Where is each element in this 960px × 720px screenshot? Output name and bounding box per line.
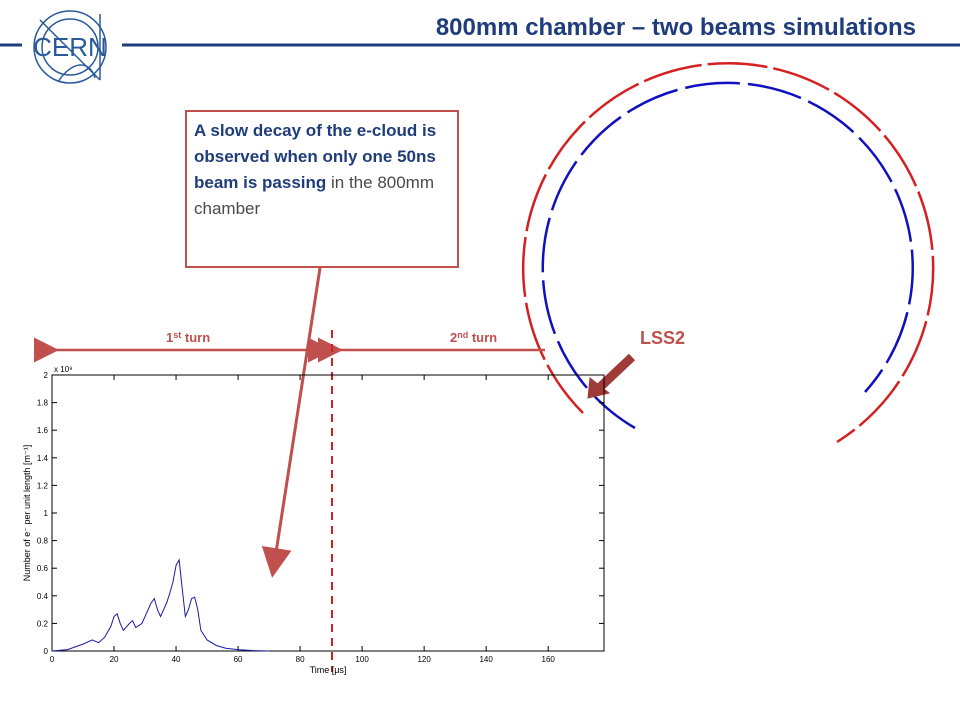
- plot: 00.20.40.60.811.21.41.61.820 20 40 60 80 100 1…: [22, 365, 605, 675]
- y-tick-label: 0.4: [37, 592, 49, 601]
- y-tick-label: 2: [44, 371, 49, 380]
- y-tick-label: 0.2: [37, 619, 49, 628]
- lss2-arrow: [594, 353, 636, 393]
- x-tick-label: 160: [542, 655, 556, 664]
- turn2-label: 2nd turn: [450, 330, 497, 345]
- turn1-label: 1st turn: [166, 330, 210, 345]
- x-tick-label: 80: [296, 655, 305, 664]
- turn-number: 1: [166, 330, 173, 345]
- ring-red: [522, 62, 935, 444]
- plot-frame: [51, 374, 605, 652]
- slide-title: 800mm chamber – two beams simulations: [436, 14, 916, 41]
- cern-logo: [33, 10, 107, 84]
- x-tick-label: 40: [172, 655, 181, 664]
- turn-sup: st: [173, 330, 181, 340]
- x-axis-label: Time [μs]: [310, 665, 347, 675]
- callout-normal: in the 800mm chamber: [194, 173, 435, 218]
- y-axis-label: Number of e⁻ per unit length [m⁻¹]: [22, 445, 32, 582]
- y-tick-label: 1: [44, 509, 49, 518]
- x-tick-label: 120: [417, 655, 431, 664]
- callout-arrow: [261, 267, 322, 578]
- y-tick-label: 0: [44, 647, 49, 656]
- ring-blue: [541, 81, 915, 430]
- turn-number: 2: [450, 330, 457, 345]
- y-scale-label: x 10⁹: [54, 365, 73, 374]
- ring-diagram: [522, 62, 935, 444]
- x-tick-label: 0: [50, 655, 55, 664]
- turn-sup: nd: [457, 330, 468, 340]
- logo-text: CERN: [33, 32, 107, 62]
- y-tick-label: 1.4: [37, 454, 49, 463]
- x-tick-label: 20: [110, 655, 119, 664]
- y-tick-label: 0.8: [37, 537, 49, 546]
- data-line: [51, 558, 270, 652]
- x-tick-label: 100: [355, 655, 369, 664]
- y-tick-label: 1.6: [37, 426, 49, 435]
- lss2-label: LSS2: [640, 328, 685, 348]
- callout: A slow decay of the e-cloud is observed …: [185, 110, 459, 268]
- x-tick-label: 60: [234, 655, 243, 664]
- callout-bold: A slow decay of the e-cloud is observed …: [194, 121, 437, 192]
- y-tick-label: 1.2: [37, 481, 49, 490]
- y-tick-label: 1.8: [37, 399, 49, 408]
- turn-word: turn: [468, 330, 497, 345]
- x-tick-label: 140: [479, 655, 493, 664]
- turn-word: turn: [181, 330, 210, 345]
- y-tick-label: 0.6: [37, 564, 49, 573]
